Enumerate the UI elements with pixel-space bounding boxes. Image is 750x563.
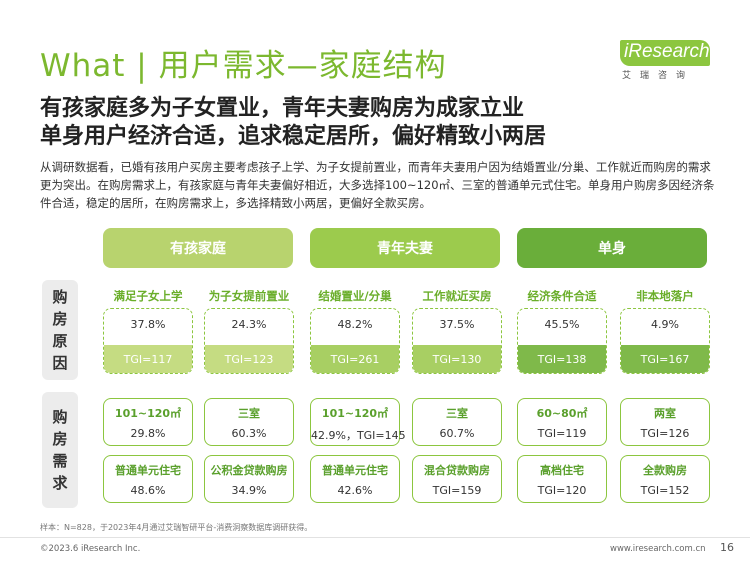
need-value: 34.9%	[231, 484, 267, 497]
need-title: 60~80㎡	[536, 407, 588, 420]
side-char: 需	[52, 452, 68, 470]
side-char: 因	[52, 354, 68, 372]
side-label-purchase-reasons: 购 房 原 因	[42, 280, 78, 380]
reason-title: 结婚置业/分巢	[318, 289, 392, 303]
reason-title: 非本地落户	[636, 289, 694, 303]
reason-percentage: 37.8%	[130, 318, 166, 331]
need-value: TGI=119	[537, 427, 587, 440]
reason-card: 45.5% TGI=138	[517, 308, 607, 374]
reason-card: 4.9% TGI=167	[620, 308, 710, 374]
need-card: 高档住宅 TGI=120	[517, 455, 607, 503]
logo-text: iResearch	[624, 41, 710, 62]
need-card: 两室 TGI=126	[620, 398, 710, 446]
headline-1: 有孩家庭多为子女置业，青年夫妻购房为成家立业	[40, 96, 525, 121]
reason-tgi: TGI=123	[205, 345, 293, 373]
page-title: What | 用户需求—家庭结构	[40, 48, 447, 84]
reason-card: 37.8% TGI=117	[103, 308, 193, 374]
need-value: TGI=126	[640, 427, 690, 440]
need-title: 高档住宅	[540, 464, 584, 477]
reason-title: 满足子女上学	[113, 289, 183, 303]
side-char: 房	[52, 310, 68, 328]
reason-tgi: TGI=167	[621, 345, 709, 373]
reason-title: 工作就近买房	[422, 289, 492, 303]
need-card: 60~80㎡ TGI=119	[517, 398, 607, 446]
reason-tgi: TGI=261	[311, 345, 399, 373]
need-card: 全款购房 TGI=152	[620, 455, 710, 503]
group-header-family-with-kids: 有孩家庭	[103, 228, 293, 268]
need-title: 全款购房	[643, 464, 687, 477]
headline-2: 单身用户经济合适，追求稳定居所，偏好精致小两居	[40, 124, 547, 149]
need-title: 两室	[654, 407, 676, 420]
need-card: 混合贷款购房 TGI=159	[412, 455, 502, 503]
side-char: 购	[52, 408, 68, 426]
need-value: 42.6%	[337, 484, 373, 497]
group-header-single: 单身	[517, 228, 707, 268]
side-char: 房	[52, 430, 68, 448]
need-value: TGI=159	[432, 484, 482, 497]
need-title: 混合贷款购房	[424, 464, 490, 477]
logo-subtitle: 艾瑞咨询	[622, 71, 695, 81]
side-char: 购	[52, 288, 68, 306]
reason-tgi: TGI=130	[413, 345, 501, 373]
reason-card: 24.3% TGI=123	[204, 308, 294, 374]
reason-title: 为子女提前置业	[208, 289, 290, 303]
need-title: 三室	[446, 407, 468, 420]
need-value: 60.3%	[231, 427, 267, 440]
group-header-young-couples: 青年夫妻	[310, 228, 500, 268]
reason-percentage: 45.5%	[544, 318, 580, 331]
need-card: 三室 60.3%	[204, 398, 294, 446]
need-title: 公积金贷款购房	[210, 464, 288, 477]
reason-percentage: 48.2%	[337, 318, 373, 331]
need-title: 101~120㎡	[321, 407, 389, 420]
need-title: 普通单元住宅	[115, 464, 181, 477]
need-value: 42.9%，TGI=145	[311, 429, 406, 442]
side-label-purchase-needs: 购 房 需 求	[42, 392, 78, 508]
need-value: TGI=152	[640, 484, 690, 497]
reason-card: 37.5% TGI=130	[412, 308, 502, 374]
need-card: 101~120㎡ 42.9%，TGI=145	[310, 398, 406, 446]
page-number: 16	[720, 541, 734, 554]
need-title: 普通单元住宅	[322, 464, 388, 477]
need-title: 三室	[238, 407, 260, 420]
need-value: 60.7%	[439, 427, 475, 440]
website-link[interactable]: www.iresearch.com.cn	[610, 544, 706, 554]
iresearch-logo: iResearch 艾瑞咨询	[620, 40, 716, 88]
reason-percentage: 4.9%	[651, 318, 679, 331]
need-card: 公积金贷款购房 34.9%	[204, 455, 294, 503]
reason-tgi: TGI=138	[518, 345, 606, 373]
reason-tgi: TGI=117	[104, 345, 192, 373]
need-card: 101~120㎡ 29.8%	[103, 398, 193, 446]
copyright: ©2023.6 iResearch Inc.	[40, 544, 141, 554]
need-card: 普通单元住宅 48.6%	[103, 455, 193, 503]
reason-card: 48.2% TGI=261	[310, 308, 400, 374]
need-card: 三室 60.7%	[412, 398, 502, 446]
reason-percentage: 24.3%	[231, 318, 267, 331]
reason-title: 经济条件合适	[527, 289, 597, 303]
side-char: 原	[52, 332, 68, 350]
need-card: 普通单元住宅 42.6%	[310, 455, 400, 503]
need-value: TGI=120	[537, 484, 587, 497]
reason-percentage: 37.5%	[439, 318, 475, 331]
need-value: 29.8%	[130, 427, 166, 440]
side-char: 求	[52, 474, 68, 492]
logo-mark	[620, 40, 710, 66]
page-footer: ©2023.6 iResearch Inc. www.iresearch.com…	[0, 537, 750, 563]
need-title: 101~120㎡	[114, 407, 182, 420]
need-value: 48.6%	[130, 484, 166, 497]
sample-note: 样本：N=828，于2023年4月通过艾瑞智研平台-消费洞察数据库调研获得。	[40, 523, 313, 532]
intro-paragraph: 从调研数据看，已婚有孩用户买房主要考虑孩子上学、为子女提前置业，而青年夫妻用户因…	[40, 160, 715, 210]
